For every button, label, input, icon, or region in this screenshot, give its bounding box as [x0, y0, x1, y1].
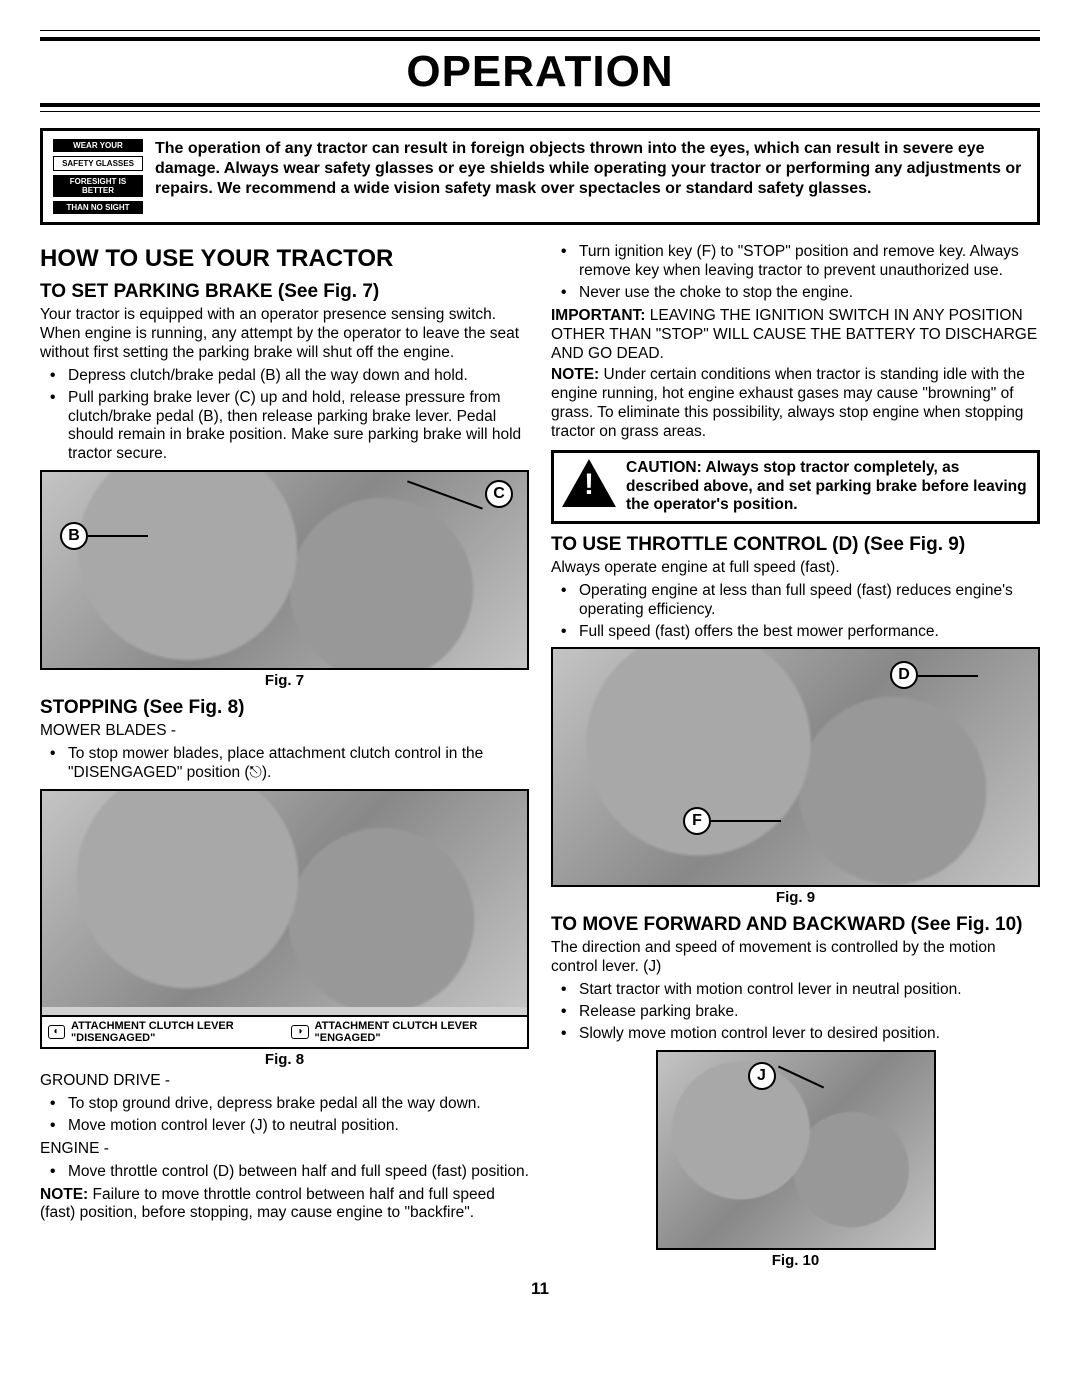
figure-8-labels: ◐ ATTACHMENT CLUTCH LEVER "DISENGAGED" ◑… [42, 1015, 527, 1047]
figure-9: D F [551, 647, 1040, 887]
two-column-layout: HOW TO USE YOUR TRACTOR TO SET PARKING B… [40, 239, 1040, 1273]
page-number: 11 [40, 1279, 1040, 1299]
engine-bullets: Move throttle control (D) between half a… [40, 1163, 529, 1182]
safety-icon-line-0: WEAR YOUR [53, 139, 143, 152]
figure-9-caption: Fig. 9 [551, 889, 1040, 906]
throttle-heading: TO USE THROTTLE CONTROL (D) (See Fig. 9) [551, 534, 1040, 556]
throttle-intro: Always operate engine at full speed (fas… [551, 559, 1040, 578]
list-item: Operating engine at less than full speed… [579, 582, 1040, 620]
caution-box: CAUTION: Always stop tractor completely,… [551, 450, 1040, 524]
safety-icon-line-2: FORESIGHT IS BETTER [53, 175, 143, 197]
list-item: Pull parking brake lever (C) up and hold… [68, 389, 529, 465]
note-prefix: NOTE: [40, 1186, 88, 1203]
figure-10-caption: Fig. 10 [551, 1252, 1040, 1269]
fig8-left-label: ◐ ATTACHMENT CLUTCH LEVER "DISENGAGED" [42, 1017, 285, 1047]
figure-10-illustration [658, 1052, 934, 1248]
list-item: Release parking brake. [579, 1003, 1040, 1022]
parking-brake-intro: Your tractor is equipped with an operato… [40, 306, 529, 363]
browning-text: Under certain conditions when tractor is… [551, 366, 1025, 440]
list-item: Never use the choke to stop the engine. [579, 284, 1040, 303]
figure-7: B C [40, 470, 529, 670]
safety-banner: WEAR YOUR SAFETY GLASSES FORESIGHT IS BE… [40, 128, 1040, 225]
list-item: Move motion control lever (J) to neutral… [68, 1117, 529, 1136]
left-column: HOW TO USE YOUR TRACTOR TO SET PARKING B… [40, 239, 529, 1273]
right-column: Turn ignition key (F) to "STOP" position… [551, 239, 1040, 1273]
figure-10: J [656, 1050, 936, 1250]
parking-brake-bullets: Depress clutch/brake pedal (B) all the w… [40, 367, 529, 465]
engine-note: NOTE: Failure to move throttle control b… [40, 1186, 529, 1224]
clutch-engaged-icon: ◑ [291, 1025, 309, 1039]
list-item: To stop ground drive, depress brake peda… [68, 1095, 529, 1114]
rule-thick-bottom [40, 103, 1040, 107]
rule-thin-top [40, 30, 1040, 31]
move-bullets: Start tractor with motion control lever … [551, 981, 1040, 1044]
list-item: Start tractor with motion control lever … [579, 981, 1040, 1000]
mower-blades-label: MOWER BLADES - [40, 722, 529, 741]
fig8-left-text: ATTACHMENT CLUTCH LEVER "DISENGAGED" [71, 1020, 279, 1044]
figure-7-illustration [42, 472, 527, 668]
fig8-right-text: ATTACHMENT CLUTCH LEVER "ENGAGED" [315, 1020, 521, 1044]
figure-8: ◐ ATTACHMENT CLUTCH LEVER "DISENGAGED" ◑… [40, 789, 529, 1049]
list-item: Depress clutch/brake pedal (B) all the w… [68, 367, 529, 386]
ground-drive-label: GROUND DRIVE - [40, 1072, 529, 1091]
list-item: Full speed (fast) offers the best mower … [579, 623, 1040, 642]
leader-line [918, 675, 978, 677]
safety-text: The operation of any tractor can result … [155, 139, 1027, 214]
engine-note-text: Failure to move throttle control between… [40, 1186, 495, 1222]
throttle-bullets: Operating engine at less than full speed… [551, 582, 1040, 642]
safety-glasses-icon: WEAR YOUR SAFETY GLASSES FORESIGHT IS BE… [53, 139, 143, 214]
move-heading: TO MOVE FORWARD AND BACKWARD (See Fig. 1… [551, 914, 1040, 936]
list-item: Move throttle control (D) between half a… [68, 1163, 529, 1182]
list-item: To stop mower blades, place attachment c… [68, 745, 529, 783]
stopping-heading: STOPPING (See Fig. 8) [40, 697, 529, 719]
figure-8-caption: Fig. 8 [40, 1051, 529, 1068]
engine-label: ENGINE - [40, 1140, 529, 1159]
clutch-disengaged-icon: ◐ [48, 1025, 65, 1039]
leader-line [711, 820, 781, 822]
figure-7-caption: Fig. 7 [40, 672, 529, 689]
important-note: IMPORTANT: LEAVING THE IGNITION SWITCH I… [551, 307, 1040, 364]
parking-brake-heading: TO SET PARKING BRAKE (See Fig. 7) [40, 281, 529, 303]
important-prefix: IMPORTANT: [551, 307, 645, 324]
page-title: OPERATION [40, 45, 1040, 103]
ground-bullets: To stop ground drive, depress brake peda… [40, 1095, 529, 1136]
list-item: Turn ignition key (F) to "STOP" position… [579, 243, 1040, 281]
warning-triangle-icon [562, 459, 616, 507]
rule-thick-top [40, 37, 1040, 41]
note-prefix: NOTE: [551, 366, 599, 383]
safety-icon-line-3: THAN NO SIGHT [53, 201, 143, 214]
callout-J: J [748, 1062, 776, 1090]
mower-bullets: To stop mower blades, place attachment c… [40, 745, 529, 783]
rule-thin-bottom [40, 111, 1040, 112]
move-intro: The direction and speed of movement is c… [551, 939, 1040, 977]
browning-note: NOTE: Under certain conditions when trac… [551, 366, 1040, 442]
list-item: Slowly move motion control lever to desi… [579, 1025, 1040, 1044]
safety-icon-line-1: SAFETY GLASSES [53, 156, 143, 171]
right-top-bullets: Turn ignition key (F) to "STOP" position… [551, 243, 1040, 303]
how-to-use-heading: HOW TO USE YOUR TRACTOR [40, 245, 529, 273]
leader-line [88, 535, 148, 537]
fig8-right-label: ◑ ATTACHMENT CLUTCH LEVER "ENGAGED" [285, 1017, 528, 1047]
figure-9-illustration [553, 649, 1038, 885]
caution-text: CAUTION: Always stop tractor completely,… [626, 459, 1029, 515]
figure-8-illustration [42, 791, 527, 1007]
